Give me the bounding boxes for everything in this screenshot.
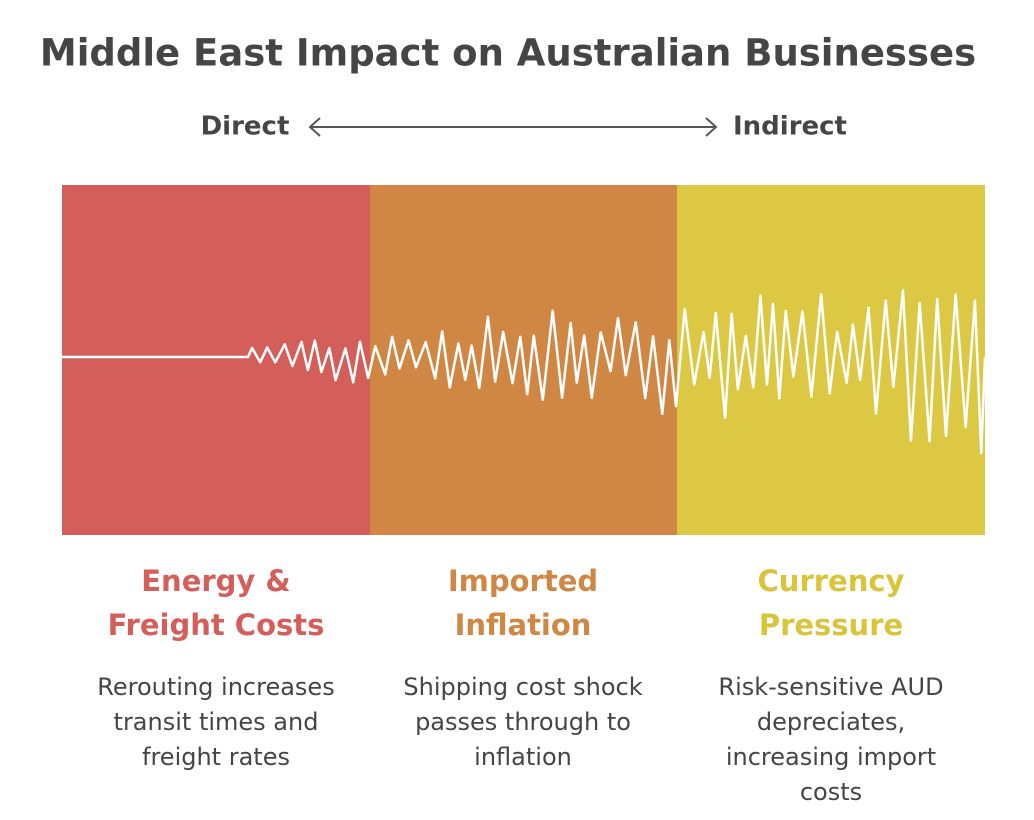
scale-arrow — [308, 117, 718, 137]
section-description: increasing import — [726, 743, 936, 771]
wave — [62, 289, 987, 455]
section-heading: Freight Costs — [108, 608, 325, 642]
section-description: Rerouting increases — [97, 673, 334, 701]
scale-right: Indirect — [733, 112, 847, 142]
sections: Energy & Freight Costs Rerouting increases… — [97, 564, 943, 806]
section-description: Shipping cost shock — [403, 673, 642, 701]
section-heading: Inflation — [455, 608, 592, 642]
section-description: Risk-sensitive AUD — [718, 673, 943, 701]
title: Middle East Impact on Australian Busines… — [40, 32, 976, 75]
section-description: freight rates — [142, 743, 290, 771]
section-description: inflation — [474, 743, 572, 771]
section-description: passes through to — [415, 708, 631, 736]
section-heading: Energy & — [141, 564, 290, 598]
band-direct — [62, 185, 370, 535]
section-description: depreciates, — [757, 708, 905, 736]
section-heading: Imported — [448, 564, 598, 598]
section-heading: Pressure — [759, 608, 903, 642]
section-heading: Currency — [758, 564, 905, 598]
section-description: costs — [800, 778, 862, 806]
scale-left: Direct — [201, 112, 290, 142]
section-description: transit times and — [114, 708, 319, 736]
band-indirect — [677, 185, 985, 535]
